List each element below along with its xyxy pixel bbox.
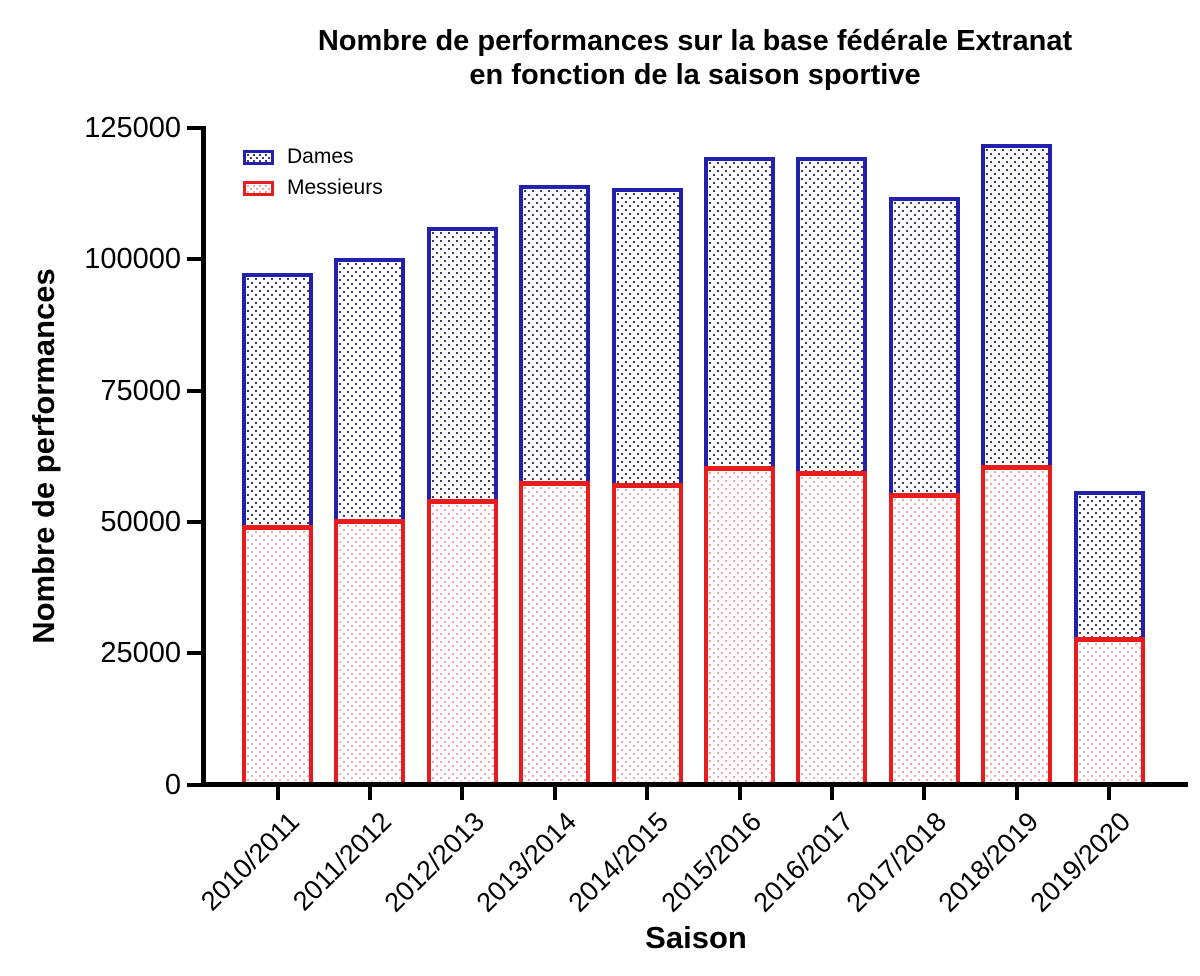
segment-messieurs — [611, 482, 683, 787]
y-tick-label: 0 — [164, 768, 181, 801]
y-axis-title: Nombre de performances — [26, 268, 61, 644]
y-tick-mark — [187, 519, 201, 524]
x-tick-label: 2013/2014 — [470, 806, 583, 918]
bar-2019/2020 — [1073, 490, 1145, 787]
x-tick-mark — [829, 787, 834, 800]
x-tick-label: 2014/2015 — [563, 806, 675, 918]
bar-2012/2013 — [426, 227, 498, 787]
chart-title: Nombre de performances sur la base fédér… — [200, 24, 1190, 92]
segment-messieurs — [1073, 636, 1145, 787]
segment-dames — [519, 184, 591, 481]
segment-dames — [981, 143, 1053, 466]
x-tick-mark — [645, 787, 650, 800]
x-tick-label: 2017/2018 — [840, 806, 952, 918]
y-tick-label: 100000 — [84, 243, 181, 276]
segment-messieurs — [519, 480, 591, 787]
x-axis-line — [201, 782, 1188, 787]
segment-messieurs — [334, 519, 406, 787]
bar-2011/2012 — [334, 257, 406, 787]
x-tick-label: 2018/2019 — [932, 806, 1045, 918]
segment-messieurs — [242, 524, 313, 787]
y-tick-label: 25000 — [100, 637, 181, 670]
segment-dames — [1073, 490, 1145, 637]
segment-dames — [426, 227, 498, 500]
y-tick-label: 125000 — [84, 112, 181, 144]
x-tick-mark — [552, 787, 557, 800]
x-tick-label: 2019/2020 — [1025, 806, 1137, 918]
x-tick-label: 2016/2017 — [747, 806, 860, 918]
legend: Dames Messieurs — [243, 146, 383, 199]
legend-label: Dames — [287, 145, 354, 168]
y-tick-mark — [187, 782, 201, 787]
segment-dames — [242, 273, 313, 525]
y-tick-label: 75000 — [100, 374, 181, 407]
bar-2017/2018 — [888, 197, 960, 787]
x-tick-label: 2010/2011 — [194, 806, 306, 917]
x-tick-mark — [367, 787, 372, 800]
chart-title-line2: en fonction de la saison sportive — [469, 59, 921, 91]
bar-2010/2011 — [242, 273, 313, 787]
legend-row-messieurs: Messieurs — [243, 177, 383, 199]
x-tick-mark — [922, 787, 927, 800]
segment-dames — [888, 197, 960, 493]
x-tick-label: 2011/2012 — [287, 806, 398, 917]
bar-2015/2016 — [704, 157, 775, 787]
y-tick-mark — [187, 651, 201, 656]
x-tick-mark — [1014, 787, 1019, 800]
bar-2016/2017 — [796, 157, 868, 787]
legend-swatch-dames — [243, 149, 274, 165]
segment-messieurs — [981, 465, 1053, 787]
chart-title-line1: Nombre de performances sur la base fédér… — [317, 25, 1073, 57]
bar-2013/2014 — [519, 184, 591, 787]
legend-row-dames: Dames — [243, 146, 383, 168]
segment-messieurs — [796, 470, 868, 787]
segment-dames — [704, 157, 775, 467]
segment-dames — [334, 257, 406, 520]
segment-messieurs — [888, 492, 960, 787]
y-tick-mark — [187, 257, 201, 262]
x-tick-label: 2015/2016 — [655, 806, 768, 918]
legend-label: Messieurs — [287, 176, 383, 199]
bar-2014/2015 — [611, 187, 683, 787]
y-tick-mark — [187, 388, 201, 393]
bar-2018/2019 — [981, 143, 1053, 787]
segment-messieurs — [426, 499, 498, 787]
legend-swatch-messieurs — [243, 180, 274, 196]
x-tick-mark — [1107, 787, 1112, 800]
x-tick-mark — [460, 787, 465, 800]
y-tick-label: 50000 — [100, 505, 181, 538]
y-axis-line — [201, 126, 206, 787]
y-tick-mark — [187, 126, 201, 130]
segment-dames — [611, 187, 683, 483]
segment-messieurs — [704, 466, 775, 787]
x-axis-title: Saison — [645, 920, 747, 955]
segment-dames — [796, 157, 868, 471]
x-tick-mark — [275, 787, 280, 800]
x-tick-mark — [737, 787, 742, 800]
x-tick-label: 2012/2013 — [378, 806, 490, 918]
